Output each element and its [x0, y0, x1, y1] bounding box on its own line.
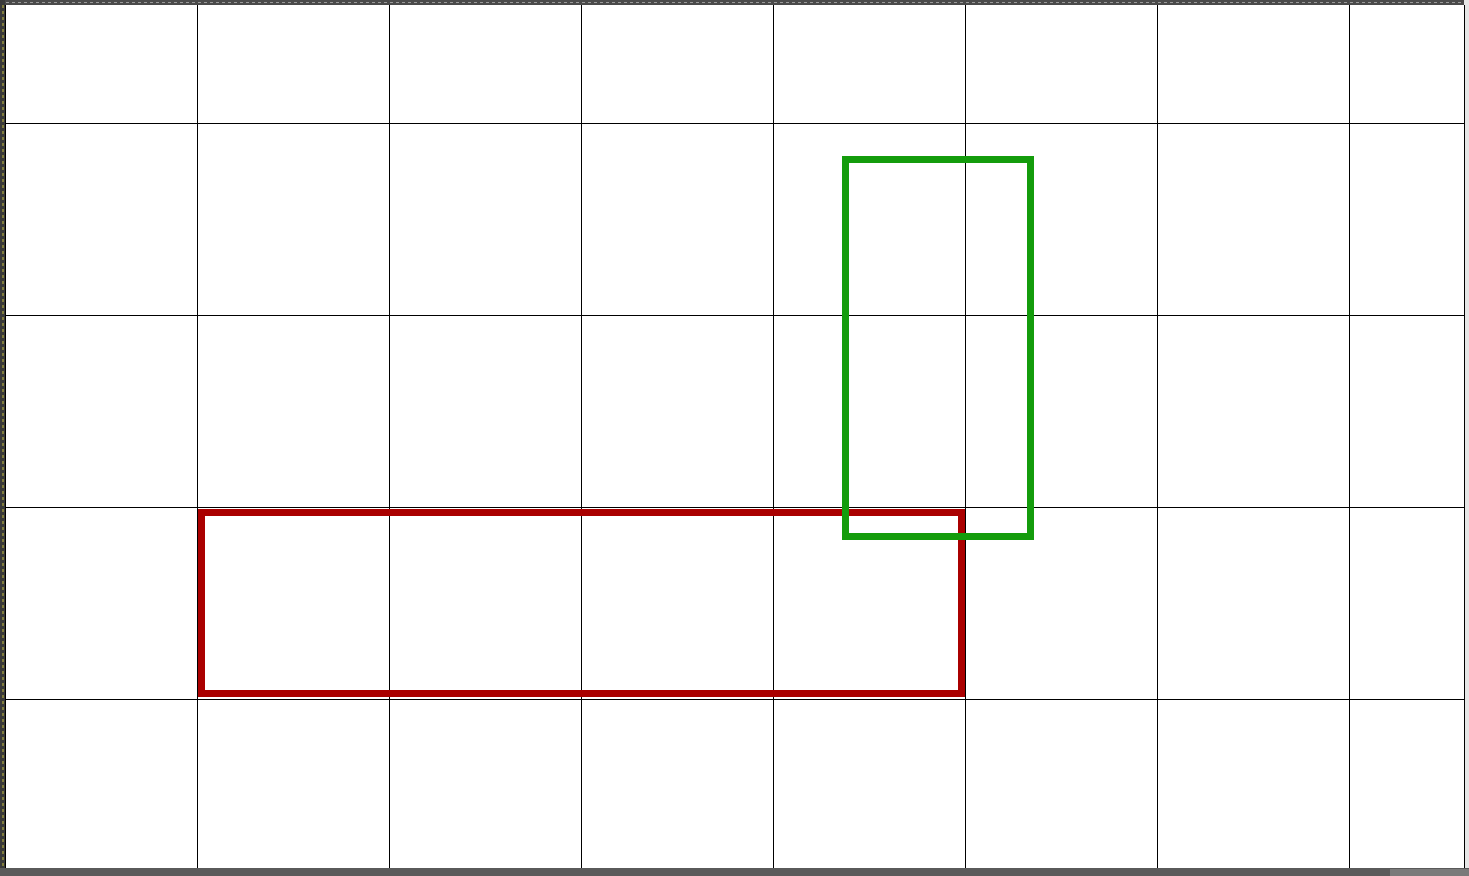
red-rectangle[interactable] [198, 509, 965, 697]
horizontal-scrollbar[interactable] [0, 868, 1469, 876]
green-rectangle[interactable] [842, 156, 1034, 540]
right-border [1464, 0, 1469, 876]
scrollbar-end [1390, 869, 1469, 876]
grid [5, 5, 1464, 868]
